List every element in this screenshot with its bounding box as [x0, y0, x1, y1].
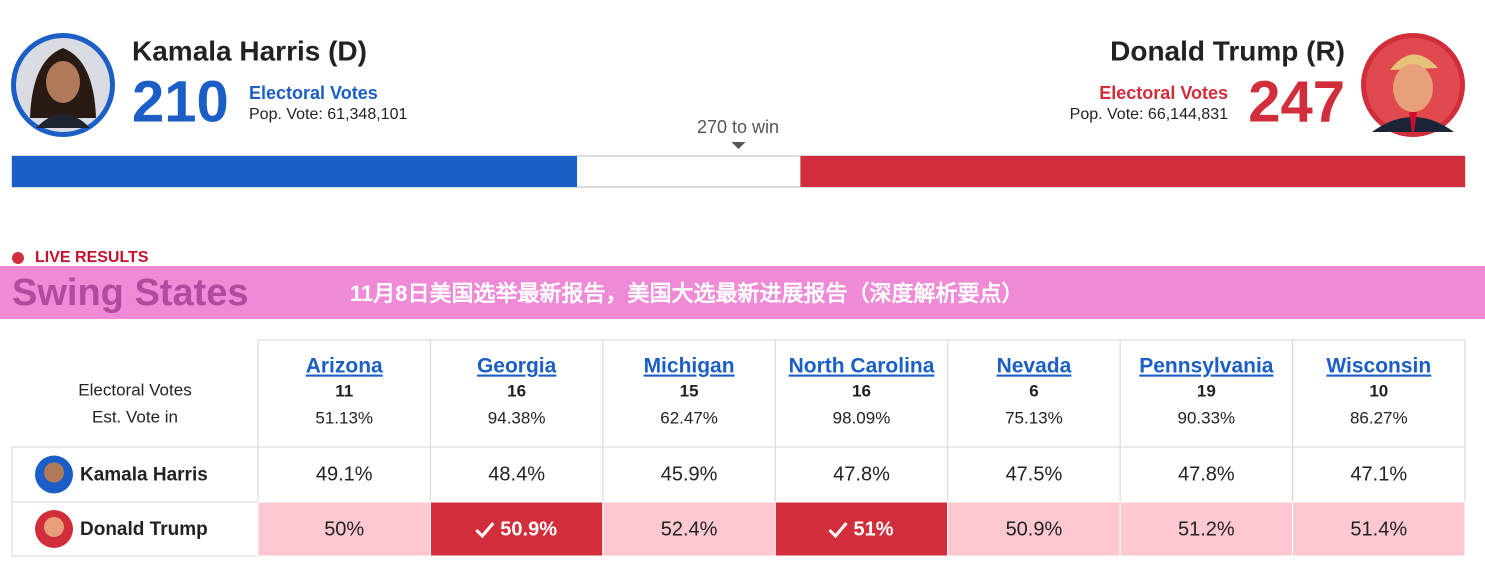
pop-vote: Pop. Vote: 61,348,101 [249, 106, 407, 123]
harris-share: 49.1% [316, 463, 373, 485]
electoral-votes: 10 [1369, 381, 1388, 400]
harris-share: 47.5% [1006, 463, 1063, 485]
electoral-votes: 11 [335, 381, 353, 400]
trump-cell [1292, 501, 1466, 557]
state-link[interactable]: Nevada [997, 355, 1072, 378]
candidate-label: Kamala Harris [80, 465, 208, 486]
harris-share: 45.9% [661, 463, 718, 485]
header-row [257, 339, 1466, 448]
trump-cell [602, 501, 776, 557]
row-label: Est. Vote in [92, 407, 178, 426]
est-vote-in: 98.09% [833, 408, 891, 427]
vote-bar [12, 142, 1465, 187]
electoral-count: 210 [132, 69, 229, 134]
live-dot [12, 252, 24, 264]
electoral-votes: 16 [507, 381, 526, 400]
state-link[interactable]: North Carolina [789, 355, 935, 378]
trump-cell [257, 501, 431, 557]
harris-portrait [11, 33, 115, 137]
swing-table: Electoral Votes Est. Vote in Kamala Harris… [11, 339, 1466, 557]
est-vote-in: 94.38% [488, 408, 546, 427]
electoral-votes: 16 [852, 381, 871, 400]
trump-bar [800, 156, 1465, 187]
trump-share: 50.9% [1006, 518, 1063, 540]
state-link[interactable]: Georgia [477, 355, 557, 378]
candidate-avatar-face [44, 517, 64, 537]
called-check [828, 522, 848, 539]
candidate-name: Donald Trump (R) [1110, 35, 1345, 66]
electoral-count: 247 [1248, 69, 1345, 134]
banner [0, 266, 1485, 319]
live-label: LIVE RESULTS [35, 249, 149, 266]
trump-cell [774, 501, 949, 557]
trump-share: 50% [324, 518, 364, 540]
banner-title: Swing States [12, 272, 249, 314]
trump-cell [947, 501, 1121, 557]
trump-cell [429, 501, 604, 557]
trump-cell [1119, 501, 1294, 557]
trump-share: 52.4% [661, 518, 718, 540]
called-check [475, 522, 495, 539]
harris-share: 47.1% [1350, 463, 1407, 485]
trump-portrait [1361, 33, 1465, 137]
candidate-label: Donald Trump [80, 519, 208, 540]
trump-share: 51.4% [1350, 518, 1407, 540]
harris-share: 47.8% [1178, 463, 1235, 485]
banner-overlay: 11月8日美国选举最新报告，美国大选最新进展报告（深度解析要点） [350, 281, 1024, 306]
state-link[interactable]: Pennsylvania [1139, 355, 1274, 378]
harris-share: 47.8% [833, 463, 890, 485]
state-link[interactable]: Michigan [644, 355, 735, 378]
candidate-name: Kamala Harris (D) [132, 35, 367, 66]
est-vote-in: 75.13% [1005, 408, 1063, 427]
pop-vote: Pop. Vote: 66,144,831 [1070, 106, 1228, 123]
state-link[interactable]: Wisconsin [1326, 355, 1431, 378]
est-vote-in: 86.27% [1350, 408, 1408, 427]
est-vote-in: 90.33% [1178, 408, 1236, 427]
candidate-row [11, 446, 1466, 503]
to-win-marker [731, 142, 746, 149]
trump-share: 51.2% [1178, 518, 1235, 540]
est-vote-in: 51.13% [315, 408, 373, 427]
electoral-label: Electoral Votes [249, 83, 378, 103]
to-win-label: 270 to win [697, 117, 779, 137]
trump-share: 50.9% [500, 518, 557, 540]
electoral-label: Electoral Votes [1099, 83, 1228, 103]
electoral-votes: 15 [680, 381, 699, 400]
candidate-avatar-face [44, 462, 64, 483]
state-link[interactable]: Arizona [306, 355, 383, 378]
electoral-votes: 19 [1197, 381, 1216, 400]
harris-bar [12, 156, 578, 187]
harris-share: 48.4% [488, 463, 545, 485]
trump-share: 51% [853, 518, 893, 540]
row-label: Electoral Votes [78, 380, 191, 399]
electoral-votes: 6 [1029, 381, 1038, 400]
est-vote-in: 62.47% [660, 408, 718, 427]
